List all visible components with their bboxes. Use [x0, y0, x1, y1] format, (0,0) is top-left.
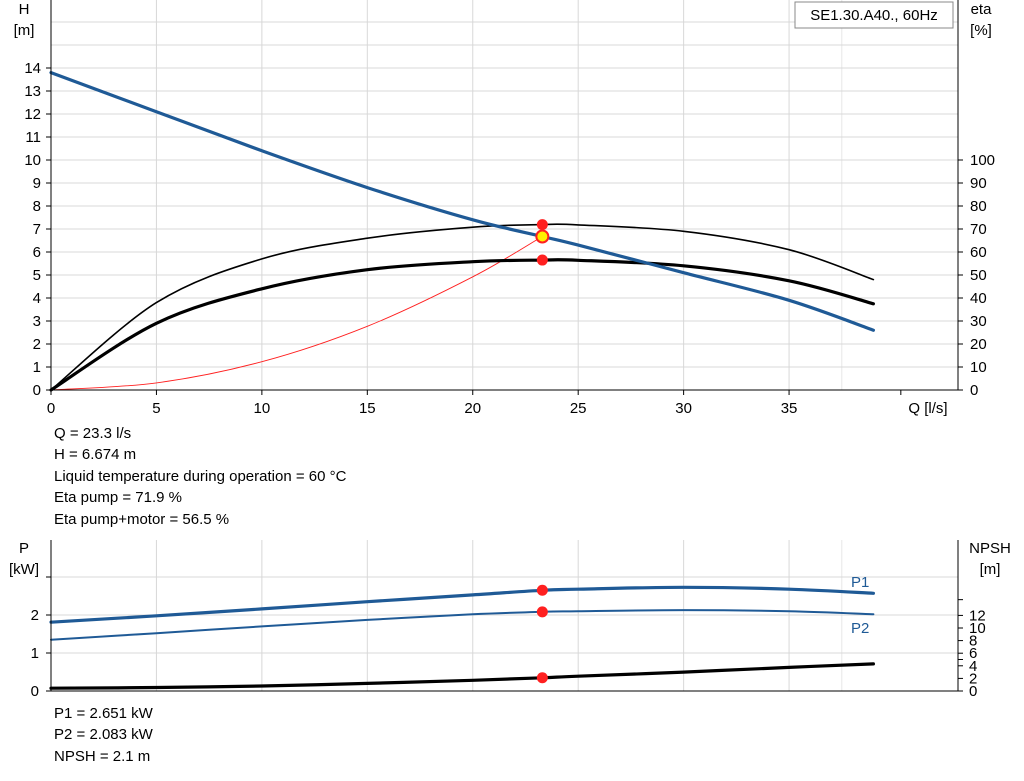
- operating-point-info: Q = 23.3 l/s H = 6.674 m Liquid temperat…: [54, 423, 346, 530]
- npsh-tick-label-10: 10: [969, 620, 986, 637]
- head-curve: [49, 71, 875, 332]
- npsh-axis-title-line2: [m]: [980, 561, 1001, 578]
- info-npsh: NPSH = 2.1 m: [54, 747, 151, 765]
- y-left-tick-label-6: 6: [33, 244, 41, 261]
- op-point-eta-pump: [536, 219, 548, 231]
- p-axis-title-line1: P: [19, 540, 29, 557]
- y-right-axis-title-line2: [%]: [970, 22, 992, 39]
- y-left-tick-label-9: 9: [33, 175, 41, 192]
- info-h: H = 6.674 m: [54, 446, 137, 464]
- y-right-tick-label-80: 80: [970, 198, 987, 215]
- p2-curve: [50, 609, 875, 641]
- x-tick-label-35: 35: [781, 400, 798, 417]
- y-left-tick-label-7: 7: [33, 221, 41, 238]
- op-point-p2: [536, 606, 548, 618]
- npsh-tick-label-8: 8: [969, 633, 977, 650]
- info-eta-pump: Eta pump = 71.9 %: [54, 489, 182, 507]
- y-left-tick-label-3: 3: [33, 313, 41, 330]
- chart-title: SE1.30.A40., 60Hz: [810, 7, 938, 24]
- y-right-tick-label-40: 40: [970, 290, 987, 307]
- x-axis-title: Q [l/s]: [908, 400, 947, 417]
- y-left-tick-label-10: 10: [24, 152, 41, 169]
- y-right-tick-label-0: 0: [970, 382, 978, 399]
- npsh-tick-label-2: 2: [969, 670, 977, 687]
- p1-curve-label: P1: [851, 574, 869, 591]
- y-right-tick-label-10: 10: [970, 359, 987, 376]
- bottom-curves: [49, 585, 875, 690]
- x-tick-label-0: 0: [47, 400, 55, 417]
- top-axes: 0 5 10 15 20 25 30 3501234567891011121314010203…: [24, 0, 995, 417]
- y-right-tick-label-60: 60: [970, 244, 987, 261]
- y-right-tick-label-20: 20: [970, 336, 987, 353]
- p-tick-label-0: 0: [31, 683, 39, 700]
- y-left-tick-label-5: 5: [33, 267, 41, 284]
- bottom-operating-points: [536, 584, 548, 684]
- npsh-tick-label-4: 4: [969, 658, 977, 675]
- y-left-tick-label-13: 13: [24, 83, 41, 100]
- op-point-head: [535, 229, 550, 244]
- system-curve: [50, 236, 543, 391]
- npsh-tick-label-0: 0: [969, 683, 977, 700]
- eta-pump-motor-curve: [49, 258, 875, 392]
- op-point-eta-pump-motor: [536, 254, 548, 266]
- y-left-tick-label-2: 2: [33, 336, 41, 353]
- y-right-tick-label-30: 30: [970, 313, 987, 330]
- y-right-axis-title-line1: eta: [971, 1, 993, 18]
- y-left-tick-label-12: 12: [24, 106, 41, 123]
- top-operating-points: [535, 219, 550, 266]
- p2-curve-label: P2: [851, 620, 869, 637]
- npsh-tick-label-6: 6: [969, 645, 977, 662]
- top-grid: [51, 0, 958, 390]
- p1-curve: [49, 585, 875, 624]
- op-point-p1: [536, 584, 548, 596]
- y-right-tick-label-50: 50: [970, 267, 987, 284]
- y-left-axis-title-line2: [m]: [14, 22, 35, 39]
- x-tick-label-25: 25: [570, 400, 587, 417]
- bottom-labels: P [kW] NPSH [m] P1 P2: [9, 540, 1011, 637]
- x-tick-label-20: 20: [464, 400, 481, 417]
- npsh-tick-label-12: 12: [969, 607, 986, 624]
- top-labels: H [m] eta [%] Q [l/s]: [14, 1, 993, 417]
- info-eta-pump-motor: Eta pump+motor = 56.5 %: [54, 510, 230, 528]
- y-right-tick-label-70: 70: [970, 221, 987, 238]
- y-left-tick-label-4: 4: [33, 290, 41, 307]
- y-right-tick-label-100: 100: [970, 152, 995, 169]
- y-left-tick-label-0: 0: [33, 382, 41, 399]
- eta-pump-curve: [50, 223, 875, 391]
- npsh-axis-title-line1: NPSH: [969, 540, 1011, 557]
- info-q: Q = 23.3 l/s: [54, 425, 132, 442]
- x-tick-label-30: 30: [675, 400, 692, 417]
- y-right-tick-label-90: 90: [970, 175, 987, 192]
- head-efficiency-plot: 0 5 10 15 20 25 30 3501234567891011121314010203…: [14, 0, 995, 417]
- info-p2: P2 = 2.083 kW: [54, 726, 153, 744]
- y-left-tick-label-11: 11: [25, 129, 41, 146]
- power-info: P1 = 2.651 kW P2 = 2.083 kW NPSH = 2.1 m: [54, 703, 153, 767]
- p-tick-label-2: 2: [31, 607, 39, 624]
- x-tick-label-15: 15: [359, 400, 376, 417]
- x-tick-label-5: 5: [152, 400, 160, 417]
- y-left-tick-label-8: 8: [33, 198, 41, 215]
- y-left-tick-label-1: 1: [33, 359, 41, 376]
- bottom-grid: [51, 540, 958, 691]
- info-liquid-temperature: Liquid temperature during operation = 60…: [54, 467, 347, 485]
- npsh-curve: [49, 662, 875, 690]
- top-curves: [49, 71, 875, 392]
- info-p1: P1 = 2.651 kW: [54, 705, 153, 722]
- y-left-tick-label-14: 14: [24, 60, 41, 77]
- y-left-axis-title-line1: H: [19, 1, 30, 18]
- chart-title-box: SE1.30.A40., 60Hz: [794, 1, 954, 29]
- x-tick-label-10: 10: [254, 400, 271, 417]
- p-tick-label-1: 1: [31, 645, 39, 662]
- op-point-npsh: [536, 672, 548, 684]
- p-axis-title-line2: [kW]: [9, 561, 39, 578]
